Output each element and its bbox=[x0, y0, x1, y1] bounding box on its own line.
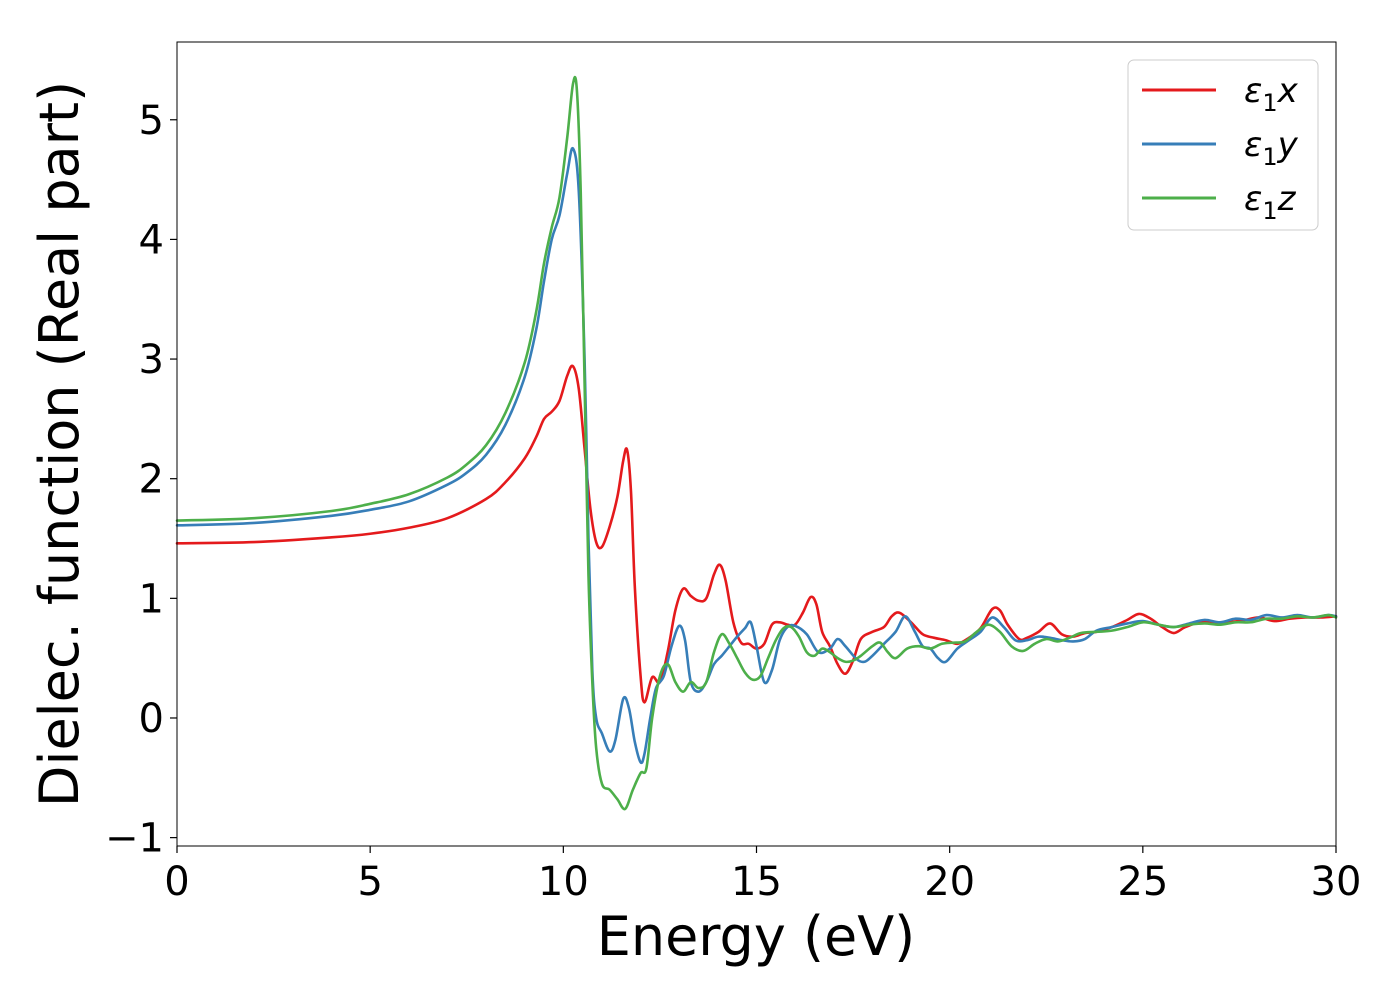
legend-label-x: ε1x bbox=[1244, 71, 1299, 117]
series-layer bbox=[175, 75, 1338, 811]
y-tick-label: 2 bbox=[139, 457, 164, 503]
legend-label-y: ε1y bbox=[1244, 125, 1299, 171]
y-tick-label: 4 bbox=[139, 217, 164, 263]
x-tick-label: 20 bbox=[924, 859, 975, 905]
y-tick-label: 0 bbox=[139, 696, 164, 742]
y-axis-label: Dielec. function (Real part) bbox=[28, 81, 91, 807]
x-axis-label: Energy (eV) bbox=[597, 905, 916, 968]
series-line-z bbox=[175, 75, 1338, 811]
y-tick-label: −1 bbox=[105, 816, 164, 862]
x-tick-label: 0 bbox=[164, 859, 189, 905]
x-tick-label: 10 bbox=[538, 859, 589, 905]
x-tick-label: 15 bbox=[731, 859, 782, 905]
x-tick-label: 25 bbox=[1117, 859, 1168, 905]
y-tick-label: 5 bbox=[139, 98, 164, 144]
legend: ε1x ε1y ε1z bbox=[1127, 59, 1319, 231]
y-tick-label: 3 bbox=[139, 337, 164, 383]
x-tick-label: 30 bbox=[1311, 859, 1362, 905]
legend-box bbox=[1127, 59, 1319, 231]
series-line-y bbox=[175, 146, 1338, 765]
x-tick-label: 5 bbox=[357, 859, 382, 905]
y-axis-ticks: −1 0 1 2 3 4 5 bbox=[105, 98, 177, 862]
x-axis-ticks: 0 5 10 15 20 25 30 bbox=[164, 846, 1361, 905]
y-tick-label: 1 bbox=[139, 576, 164, 622]
legend-label-z: ε1z bbox=[1244, 179, 1297, 225]
